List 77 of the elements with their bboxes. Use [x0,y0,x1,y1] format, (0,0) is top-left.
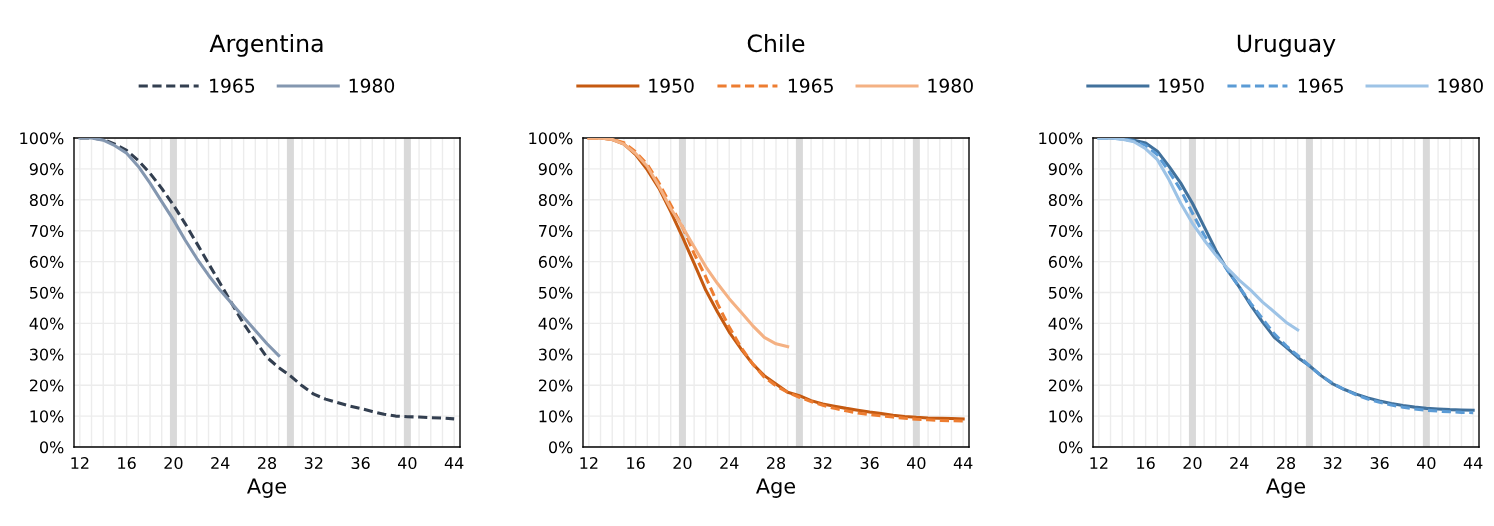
y-tick-label: 80% [29,194,64,207]
y-tick-label: 80% [538,194,573,207]
y-tick-label: 60% [1048,255,1083,268]
y-tick-label: 20% [1048,379,1083,392]
y-tick-label: 50% [30,286,64,299]
y-tick-label: 30% [1048,348,1083,361]
y-tick-label: 40% [29,317,64,330]
y-tick-label: 30% [29,348,64,361]
chart-title: Uruguay [1237,34,1336,57]
y-tick-label: 70% [539,224,573,237]
x-tick-label: 12 [1090,457,1108,469]
legend-label: 1965 [1298,78,1343,93]
x-tick-label: 28 [1277,457,1296,470]
x-tick-label: 32 [1323,457,1342,470]
x-axis-title: Age [247,478,287,498]
x-tick-label: 44 [444,457,464,469]
legend-label: 1980 [349,78,395,93]
legend-label: 1980 [928,78,973,93]
y-tick-label: 80% [1048,194,1083,207]
x-tick-label: 36 [351,457,370,470]
y-tick-label: 0% [1058,441,1083,454]
x-tick-label: 44 [953,457,973,469]
y-tick-label: 90% [1048,163,1083,176]
x-tick-label: 20 [164,457,183,470]
y-tick-label: 60% [29,255,64,268]
y-tick-label: 100% [1039,132,1083,145]
x-axis-title: Age [756,478,796,498]
x-tick-label: 12 [580,457,598,469]
y-tick-label: 70% [30,224,64,237]
x-tick-label: 24 [720,457,739,469]
x-tick-label: 16 [118,457,136,470]
y-tick-label: 0% [548,441,573,454]
x-tick-label: 44 [1463,457,1483,469]
legend-label: 1980 [1438,78,1483,93]
y-tick-label: 40% [538,317,573,330]
legend-label: 1965 [788,78,833,93]
x-tick-label: 40 [1416,457,1436,470]
chart-title: Argentina [209,33,323,57]
x-tick-label: 40 [906,457,926,470]
y-tick-label: 90% [538,163,573,176]
y-tick-label: 70% [1049,224,1083,237]
y-tick-label: 90% [29,163,64,176]
line-series [587,138,790,349]
y-tick-label: 20% [29,379,64,392]
x-tick-label: 36 [860,457,879,470]
x-tick-label: 36 [1370,457,1389,470]
y-tick-label: 30% [538,348,573,361]
line-series [78,138,281,358]
x-tick-label: 28 [767,457,786,470]
y-tick-label: 60% [538,255,573,268]
x-tick-label: 32 [813,457,832,470]
line-series [1097,138,1300,332]
x-tick-label: 24 [211,457,230,469]
chart-title: Chile [747,33,805,53]
legend-label: 1965 [210,78,255,93]
y-tick-label: 10% [539,410,573,423]
legend-label: 1950 [649,78,694,93]
x-tick-label: 12 [71,457,89,469]
x-tick-label: 16 [1137,457,1155,470]
y-tick-label: 50% [1049,286,1083,299]
y-tick-label: 40% [1048,317,1083,330]
x-axis-title: Age [1266,478,1306,498]
x-tick-label: 16 [627,457,645,470]
y-tick-label: 0% [39,441,64,454]
y-tick-label: 20% [538,379,573,392]
legend-label: 1950 [1159,78,1204,93]
y-tick-label: 100% [529,132,573,145]
y-tick-label: 50% [539,286,573,299]
x-tick-label: 40 [397,457,417,470]
x-tick-label: 20 [1183,457,1202,470]
x-tick-label: 24 [1230,457,1249,469]
x-tick-label: 32 [304,457,323,470]
x-tick-label: 28 [258,457,277,470]
x-tick-label: 20 [673,457,692,470]
y-tick-label: 100% [20,132,64,145]
y-tick-label: 10% [30,410,64,423]
y-tick-label: 10% [1049,410,1083,423]
